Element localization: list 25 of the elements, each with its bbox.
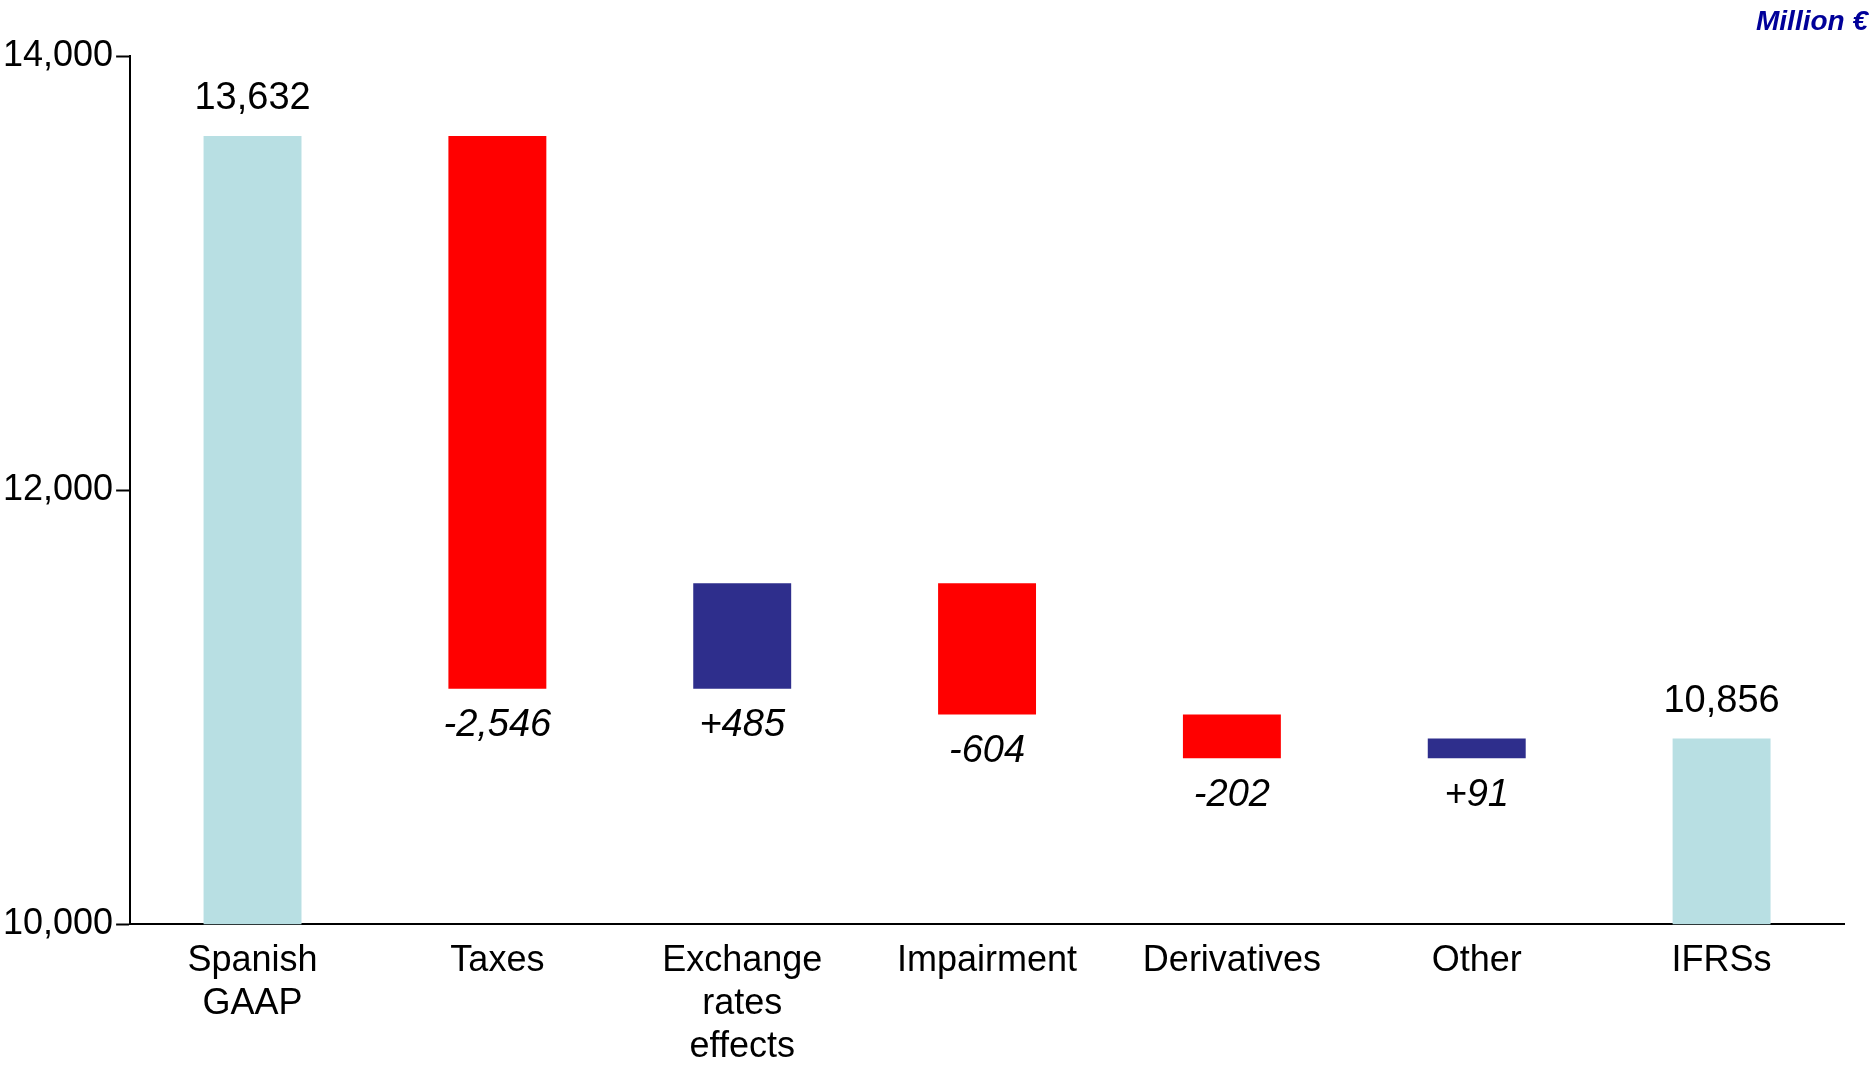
x-tick-label: Taxes [450, 937, 545, 979]
y-tick-label: 12,000 [3, 467, 114, 509]
x-tick-label: Spanish GAAP [187, 937, 318, 1023]
text: Million € [1756, 4, 1870, 36]
bar [1672, 738, 1771, 925]
bar [938, 583, 1037, 715]
x-tick-label: Exchange rates effects [662, 937, 823, 1066]
bar [448, 135, 547, 689]
data-label: -604 [949, 728, 1026, 771]
bar [203, 135, 302, 925]
data-label: +485 [699, 702, 786, 745]
data-label: +91 [1444, 771, 1509, 814]
y-tick-label: 10,000 [3, 901, 114, 943]
bar [1427, 738, 1526, 759]
x-tick-label: IFRSs [1671, 937, 1772, 979]
y-tick-label: 14,000 [3, 32, 114, 74]
bar [693, 583, 792, 689]
data-label: -2,546 [443, 702, 553, 745]
x-tick-label: Impairment [897, 937, 1078, 979]
data-label: -202 [1193, 771, 1270, 814]
x-tick-label: Other [1431, 937, 1522, 979]
bar [1182, 714, 1281, 759]
annotation: 13,632 [194, 75, 311, 118]
x-tick-label: Derivatives [1142, 937, 1321, 979]
annotation: 10,856 [1663, 678, 1780, 721]
